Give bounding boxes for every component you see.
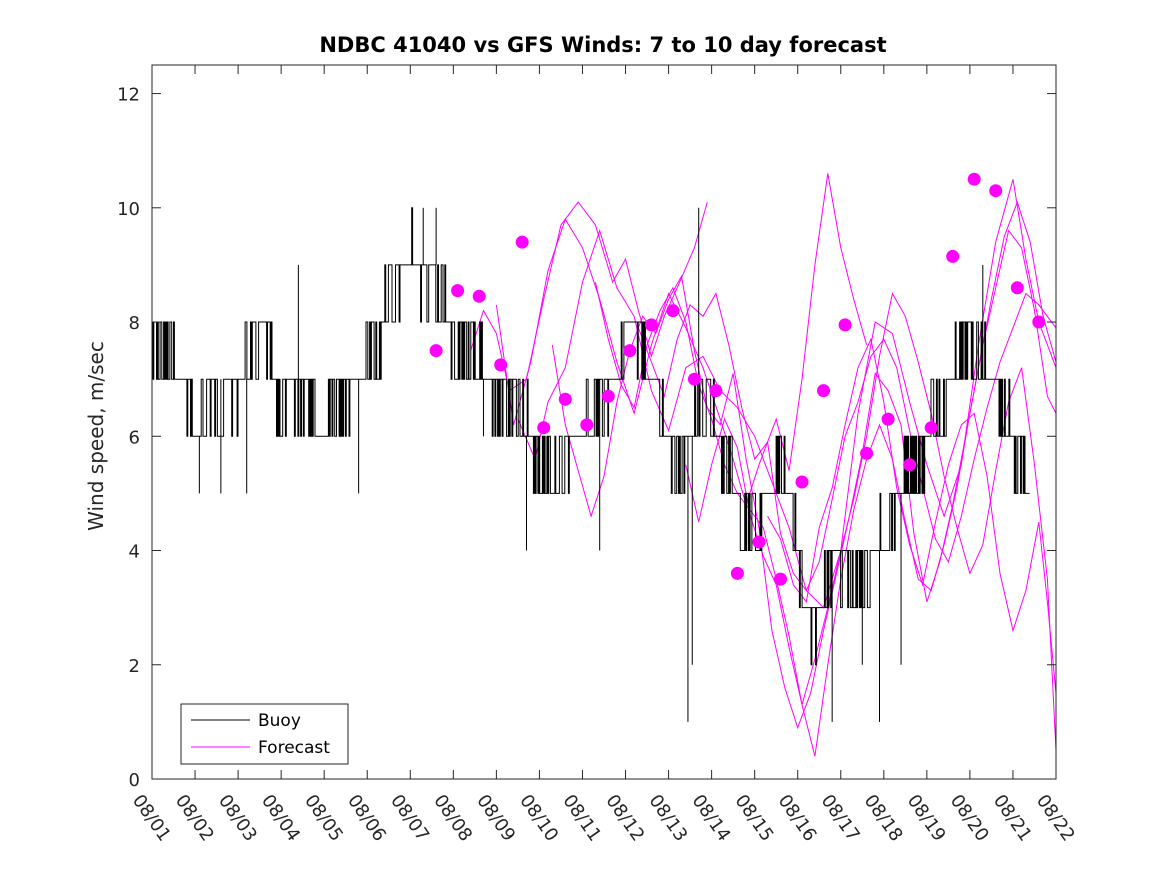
legend: Buoy Forecast [180, 703, 349, 765]
forecast-point [515, 235, 529, 249]
y-tick-label: 12 [117, 85, 140, 106]
forecast-point [472, 289, 486, 303]
x-tick-label: 08/11 [558, 791, 605, 846]
x-tick-label: 08/21 [989, 791, 1036, 846]
y-tick-label: 8 [129, 313, 140, 334]
forecast-series-line [767, 337, 1057, 694]
forecast-point [537, 421, 551, 435]
forecast-point [644, 318, 658, 332]
legend-forecast-label: Forecast [258, 738, 330, 758]
forecast-point [429, 344, 443, 358]
chart-title: NDBC 41040 vs GFS Winds: 7 to 10 day for… [319, 33, 886, 57]
forecast-point [752, 535, 766, 549]
x-tick-label: 08/22 [1032, 791, 1079, 846]
x-tick-label: 08/06 [343, 791, 390, 846]
x-tick-label: 08/20 [946, 791, 993, 846]
x-tick-label: 08/05 [300, 791, 347, 846]
forecast-series-line [495, 173, 868, 507]
forecast-point [924, 421, 938, 435]
forecast-point [795, 475, 809, 489]
forecast-point [623, 344, 637, 358]
x-tick-label: 08/14 [688, 791, 735, 846]
x-tick-label: 08/13 [644, 791, 691, 846]
x-tick-label: 08/10 [515, 791, 562, 846]
x-tick-label: 08/01 [128, 791, 175, 846]
x-tick-label: 08/18 [860, 791, 907, 846]
x-tick-label: 08/03 [214, 791, 261, 846]
forecast-point [903, 458, 917, 472]
legend-buoy-label: Buoy [258, 711, 301, 731]
x-tick-label: 08/16 [774, 791, 821, 846]
forecast-point [817, 384, 830, 398]
y-tick-label: 4 [129, 542, 140, 563]
x-tick-label: 08/07 [386, 791, 433, 846]
forecast-markers [429, 172, 1046, 586]
x-tick-label: 08/17 [817, 791, 864, 846]
forecast-point [860, 446, 874, 460]
x-tick-label: 08/09 [472, 791, 519, 846]
y-axis: 0 2 4 6 8 10 12 [117, 85, 1056, 791]
buoy-line [152, 207, 1030, 722]
x-tick-label: 08/08 [429, 791, 476, 846]
forecast-series-line [637, 292, 1057, 592]
y-tick-label: 6 [129, 427, 140, 448]
forecast-point [881, 412, 895, 426]
forecast-point [946, 249, 960, 263]
forecast-point [989, 184, 1003, 198]
forecast-point [1032, 315, 1046, 329]
forecast-point [774, 572, 787, 586]
forecast-point [451, 284, 465, 298]
legend-box [180, 703, 349, 765]
forecast-point [967, 172, 981, 186]
forecast-point [601, 389, 615, 403]
x-tick-label: 08/04 [257, 791, 304, 846]
y-tick-label: 0 [129, 770, 140, 791]
forecast-point [730, 566, 744, 580]
forecast-point [838, 318, 852, 332]
forecast-point [666, 304, 680, 318]
forecast-point [687, 372, 701, 386]
forecast-point [558, 392, 572, 406]
y-axis-label: Wind speed, m/sec [84, 341, 108, 531]
x-tick-label: 08/19 [903, 791, 950, 846]
forecast-lines [470, 173, 1057, 757]
axes-frame [151, 64, 1057, 780]
x-tick-label: 08/12 [601, 791, 648, 846]
forecast-point [580, 418, 594, 432]
x-tick-label: 08/15 [731, 791, 778, 846]
buoy-series-line [152, 207, 1030, 666]
forecast-point [1010, 281, 1024, 295]
forecast-point [494, 358, 508, 372]
y-tick-label: 2 [129, 656, 140, 677]
forecast-point [709, 384, 723, 398]
forecast-series-line [517, 179, 1057, 609]
x-tick-label: 08/02 [171, 791, 218, 846]
forecast-series-line [551, 200, 1057, 730]
y-tick-label: 10 [117, 199, 140, 220]
